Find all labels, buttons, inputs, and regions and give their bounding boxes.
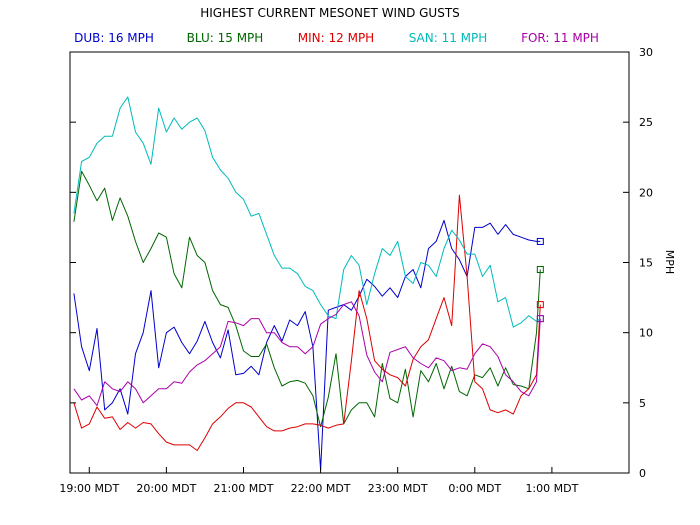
x-tick-label: 23:00 MDT: [368, 482, 428, 495]
x-tick-label: 21:00 MDT: [214, 482, 274, 495]
x-tick-label: 1:00 MDT: [525, 482, 578, 495]
legend: DUB: 16 MPH BLU: 15 MPH MIN: 12 MPH SAN: 11…: [74, 31, 599, 45]
y-tick-label: 30: [639, 46, 653, 59]
series-line-min: [73, 194, 541, 451]
y-tick-label: 25: [639, 116, 653, 129]
y-axis: 0 5 10 15 20 25 30: [70, 46, 653, 480]
series-end-marker-for: [536, 315, 544, 323]
x-tick-label: 0:00 MDT: [448, 482, 501, 495]
plot-series: [73, 96, 544, 471]
y-tick-label: 10: [639, 327, 653, 340]
x-tick-label: 19:00 MDT: [59, 482, 119, 495]
series-end-marker-dub: [536, 237, 544, 245]
chart-title: HIGHEST CURRENT MESONET WIND GUSTS: [200, 6, 460, 20]
y-tick-label: 5: [639, 397, 646, 410]
series-line-blu: [73, 170, 541, 428]
legend-min: MIN: 12 MPH: [298, 31, 374, 45]
plot-frame: [69, 51, 630, 474]
legend-blu: BLU: 15 MPH: [187, 31, 264, 45]
x-axis: 19:00 MDT 20:00 MDT 21:00 MDT 22:00 MDT 23:0…: [59, 467, 579, 495]
series-line-dub: [73, 219, 541, 471]
x-tick-label: 22:00 MDT: [291, 482, 351, 495]
y-tick-label: 0: [639, 467, 646, 480]
legend-for: FOR: 11 MPH: [521, 31, 599, 45]
y-tick-label: 20: [639, 186, 653, 199]
series-line-for: [73, 301, 541, 407]
series-end-marker-min: [536, 301, 544, 309]
legend-dub: DUB: 16 MPH: [74, 31, 154, 45]
series-end-marker-blu: [536, 266, 544, 274]
x-tick-label: 20:00 MDT: [136, 482, 196, 495]
series-line-san: [73, 96, 541, 328]
y-tick-label: 15: [639, 257, 653, 270]
y-axis-label: MPH: [663, 250, 676, 274]
legend-san: SAN: 11 MPH: [409, 31, 488, 45]
